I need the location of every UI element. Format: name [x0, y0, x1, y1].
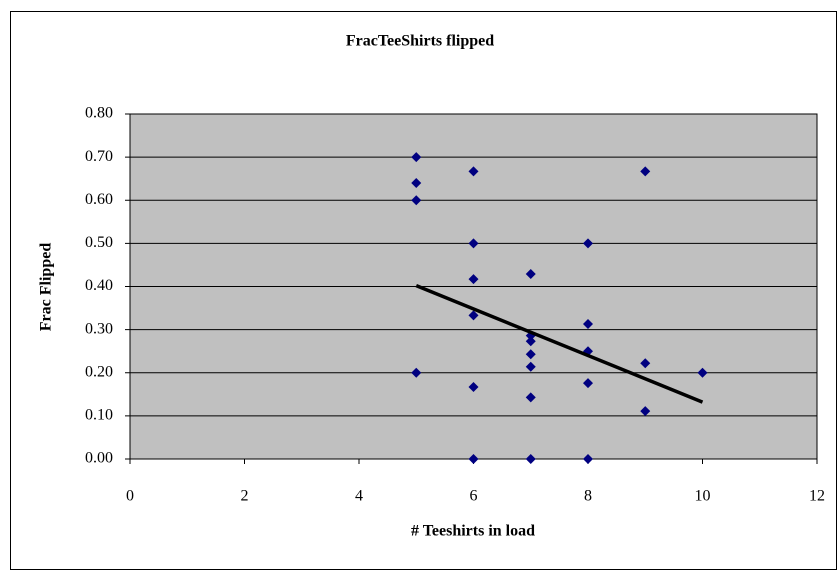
y-axis-label: Frac Flipped	[38, 243, 55, 332]
point	[411, 195, 422, 206]
y-tick-label: 0.60	[85, 191, 113, 208]
point	[468, 166, 479, 177]
point	[525, 361, 536, 372]
y-tick-label: 0.70	[85, 148, 113, 165]
x-tick-label: 12	[809, 488, 825, 505]
point	[525, 454, 536, 464]
point	[640, 358, 651, 369]
point	[525, 349, 536, 360]
point	[525, 392, 536, 403]
x-axis-label: # Teeshirts in load	[411, 523, 535, 540]
y-tick-label: 0.30	[85, 320, 113, 337]
chart-title: FracTeeShirts flipped	[346, 33, 494, 50]
y-tick-label: 0.80	[85, 105, 113, 122]
point	[583, 238, 593, 249]
point	[411, 152, 422, 163]
y-tick-label: 0.40	[85, 277, 113, 294]
point	[468, 454, 479, 464]
point	[468, 274, 479, 285]
point	[525, 268, 536, 279]
point	[411, 178, 422, 188]
point	[583, 378, 593, 389]
x-tick-label: 0	[126, 488, 134, 505]
x-tick-label: 2	[241, 488, 249, 505]
point	[525, 336, 536, 347]
point	[468, 238, 479, 249]
y-tick-label: 0.20	[85, 363, 113, 380]
y-tick-label: 0.00	[85, 450, 113, 467]
y-tick-label: 0.10	[85, 407, 113, 424]
point	[411, 367, 422, 378]
x-tick-label: 8	[584, 488, 592, 505]
x-tick-label: 6	[470, 488, 478, 505]
point	[583, 319, 593, 330]
y-tick-label: 0.50	[85, 234, 113, 251]
point	[468, 310, 479, 321]
x-tick-label: 10	[695, 488, 711, 505]
point	[583, 454, 593, 464]
x-tick-label: 4	[355, 488, 363, 505]
point	[468, 381, 479, 392]
trendline	[415, 284, 704, 404]
point	[697, 367, 708, 378]
point	[640, 406, 651, 417]
point	[640, 166, 651, 177]
